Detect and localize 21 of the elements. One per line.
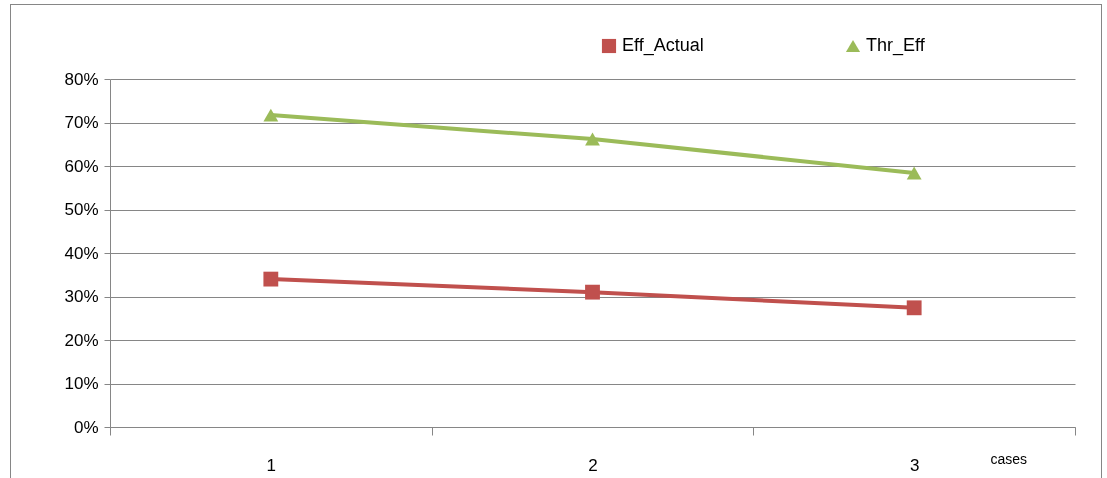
y-tick-label: 10%	[64, 374, 99, 393]
y-tick-label: 50%	[64, 200, 99, 219]
x-axis-title: cases	[990, 450, 1028, 467]
point	[263, 108, 279, 122]
point	[906, 300, 922, 316]
x-tick-label: 3	[909, 455, 920, 475]
x-tick-label: 1	[266, 455, 277, 475]
y-tick-label: 70%	[64, 113, 99, 132]
y-tick-label: 0%	[73, 417, 99, 437]
point	[906, 166, 922, 180]
legend-label: Thr_Eff	[866, 35, 926, 56]
y-tick-label: 80%	[64, 69, 99, 89]
point	[585, 132, 600, 146]
point	[263, 271, 279, 287]
y-tick-label: 60%	[64, 156, 99, 176]
y-tick-label: 40%	[64, 243, 99, 263]
legend-label: Eff_Actual	[622, 35, 704, 56]
point	[585, 284, 600, 300]
y-tick-label: 20%	[64, 330, 99, 350]
x-tick-label: 2	[588, 455, 598, 475]
y-tick-label: 30%	[64, 287, 99, 306]
